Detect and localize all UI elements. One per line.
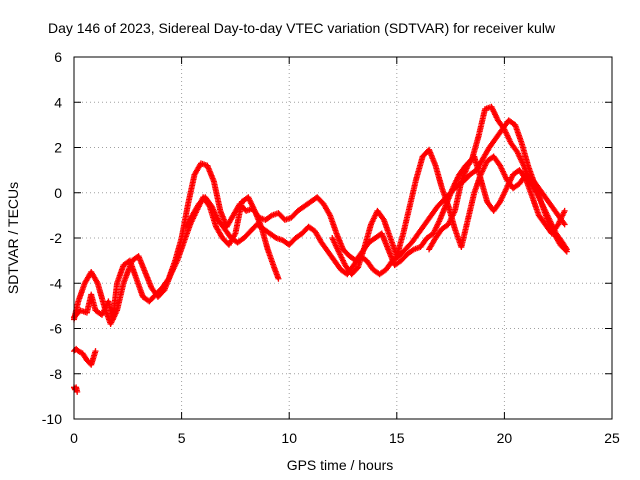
series-track-f (71, 345, 99, 368)
y-tick-label: 4 (54, 94, 62, 110)
data-point-marker (92, 348, 99, 355)
y-tick-label: -2 (50, 230, 63, 246)
x-tick-label: 10 (281, 430, 297, 446)
x-tick-label: 0 (70, 430, 78, 446)
series-track-d (329, 146, 568, 278)
y-tick-label: -4 (50, 275, 63, 291)
y-tick-label: -6 (50, 321, 63, 337)
data-point-marker (561, 221, 568, 228)
y-tick-label: 2 (54, 140, 62, 156)
data-point-marker (562, 247, 569, 254)
data-points (71, 103, 570, 395)
data-point-marker (563, 248, 570, 255)
chart-title: Day 146 of 2023, Sidereal Day-to-day VTE… (48, 20, 556, 36)
data-point-marker (275, 275, 282, 282)
series-track-e (426, 153, 568, 253)
y-tick-label: 6 (54, 49, 62, 65)
y-tick-label: -8 (50, 366, 63, 382)
data-point-marker (561, 207, 568, 214)
x-tick-label: 25 (604, 430, 620, 446)
x-tick-label: 5 (178, 430, 186, 446)
x-tick-label: 20 (497, 430, 513, 446)
plot-frame (73, 56, 613, 420)
y-tick-label: -10 (42, 411, 62, 427)
data-point-marker (74, 388, 81, 395)
grid (74, 57, 612, 419)
y-axis-label: SDTVAR / TECUs (5, 182, 21, 294)
tick-labels: 0 5 10 15 20 25 -10 -8 -6 -4 -2 0 2 4 6 (42, 49, 620, 446)
x-axis-label: GPS time / hours (287, 457, 394, 473)
x-tick-label: 15 (389, 430, 405, 446)
y-tick-label: 0 (54, 185, 62, 201)
